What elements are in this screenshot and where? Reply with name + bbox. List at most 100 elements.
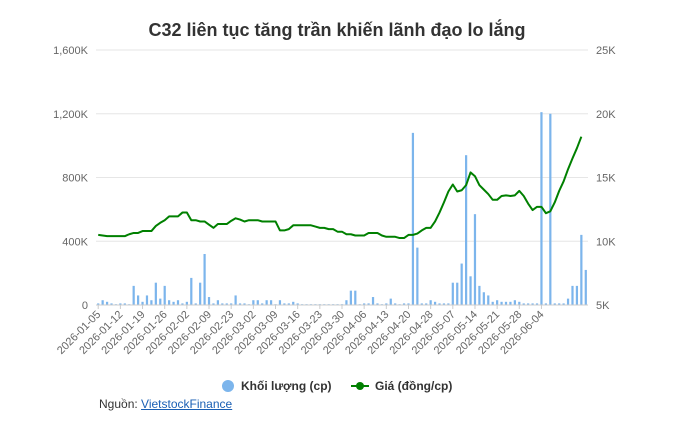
volume-bar (407, 303, 410, 305)
volume-bar (394, 303, 397, 305)
volume-bar (504, 301, 508, 305)
volume-bar (150, 300, 153, 305)
left-tick-label: 0 (82, 300, 88, 312)
volume-bar (203, 254, 206, 305)
volume-bar (402, 303, 406, 305)
volume-bar (482, 292, 485, 305)
volume-bar (447, 303, 450, 305)
legend-volume-marker (222, 380, 234, 392)
volume-bar (105, 301, 109, 305)
volume-bar (123, 303, 126, 305)
volume-bar (212, 303, 215, 305)
right-tick-label: 20K (596, 109, 616, 121)
volume-bar (425, 303, 428, 305)
volume-bar (478, 285, 481, 305)
volume-bar (460, 263, 463, 305)
source-note: Nguồn: VietstockFinance (99, 397, 232, 411)
volume-bar (522, 303, 525, 305)
volume-bar (159, 298, 162, 305)
volume-bar (234, 295, 237, 305)
volume-bar (292, 301, 295, 305)
source-link[interactable]: VietstockFinance (141, 397, 233, 411)
volume-bar (256, 300, 259, 305)
legend: Khối lượng (cp) Giá (đồng/cp) (222, 379, 452, 393)
volume-bar (491, 301, 494, 305)
volume-bar (119, 303, 122, 305)
volume-bar (243, 303, 246, 305)
grid-lines (96, 49, 588, 306)
volume-bar (442, 303, 446, 305)
volume-bar (145, 295, 149, 305)
volume-bar (527, 303, 530, 305)
volume-bar (132, 285, 135, 305)
left-tick-label: 1,600K (53, 45, 89, 57)
volume-bar (345, 300, 348, 305)
volume-bar (287, 303, 290, 305)
volume-bar (207, 297, 211, 305)
volume-bar (562, 303, 565, 305)
left-tick-label: 400K (62, 236, 88, 248)
volume-bar (553, 303, 556, 305)
volume-bar (283, 303, 286, 305)
volume-bar (230, 303, 233, 305)
volume-bar (269, 300, 273, 305)
volume-bar (513, 300, 516, 305)
volume-bar (469, 276, 472, 305)
volume-bar (137, 295, 140, 305)
volume-bar (199, 282, 202, 305)
chart-title: C32 liên tục tăng trần khiến lãnh đạo lo… (148, 19, 525, 40)
volume-bar (371, 297, 375, 305)
volume-bar (190, 277, 193, 305)
volume-bar (558, 303, 561, 305)
volume-bar (363, 303, 366, 305)
volume-bar (176, 300, 180, 305)
volume-bar (429, 300, 432, 305)
volume-bar (172, 301, 175, 305)
volume-bar (575, 285, 579, 305)
price-line (98, 136, 583, 240)
legend-item-volume[interactable]: Khối lượng (cp) (222, 379, 332, 393)
volume-bar (451, 282, 454, 305)
volume-bar (411, 132, 415, 305)
volume-bar (566, 298, 570, 305)
volume-bar (97, 303, 100, 305)
right-tick-label: 10K (596, 236, 616, 248)
volume-bar (571, 285, 574, 305)
volume-bar (110, 303, 113, 305)
volume-bar (252, 300, 255, 305)
volume-bar (225, 303, 228, 305)
right-tick-label: 25K (596, 45, 616, 57)
volume-bar (367, 303, 370, 305)
volume-bar (296, 303, 299, 305)
right-axis: 5K 10K 15K 20K 25K (596, 45, 616, 312)
volume-bar (216, 300, 219, 305)
volume-bar (433, 301, 437, 305)
volume-bar (181, 303, 184, 305)
volume-bar (540, 112, 543, 305)
volume-bar (278, 300, 282, 305)
volume-bar (354, 290, 357, 305)
volume-bar (438, 303, 441, 305)
volume-bar (185, 301, 188, 305)
volume-bar (154, 282, 157, 305)
volume-bar (456, 282, 459, 305)
volume-bar (465, 155, 468, 305)
volume-bar (101, 300, 104, 305)
right-tick-label: 15K (596, 173, 616, 185)
volume-bar (238, 303, 242, 305)
legend-item-price[interactable]: Giá (đồng/cp) (351, 379, 452, 393)
legend-price-label: Giá (đồng/cp) (375, 379, 452, 393)
volume-bar (531, 303, 534, 305)
volume-bar (265, 300, 268, 305)
volume-bar (544, 303, 547, 305)
volume-bar (496, 300, 499, 305)
volume-bar (168, 300, 171, 305)
volume-bar (416, 247, 419, 305)
left-tick-label: 800K (62, 173, 88, 185)
right-tick-label: 5K (596, 300, 610, 312)
volume-bar (141, 301, 144, 305)
volume-bar (385, 303, 388, 305)
volume-bar (389, 298, 392, 305)
left-tick-label: 1,200K (53, 109, 89, 121)
